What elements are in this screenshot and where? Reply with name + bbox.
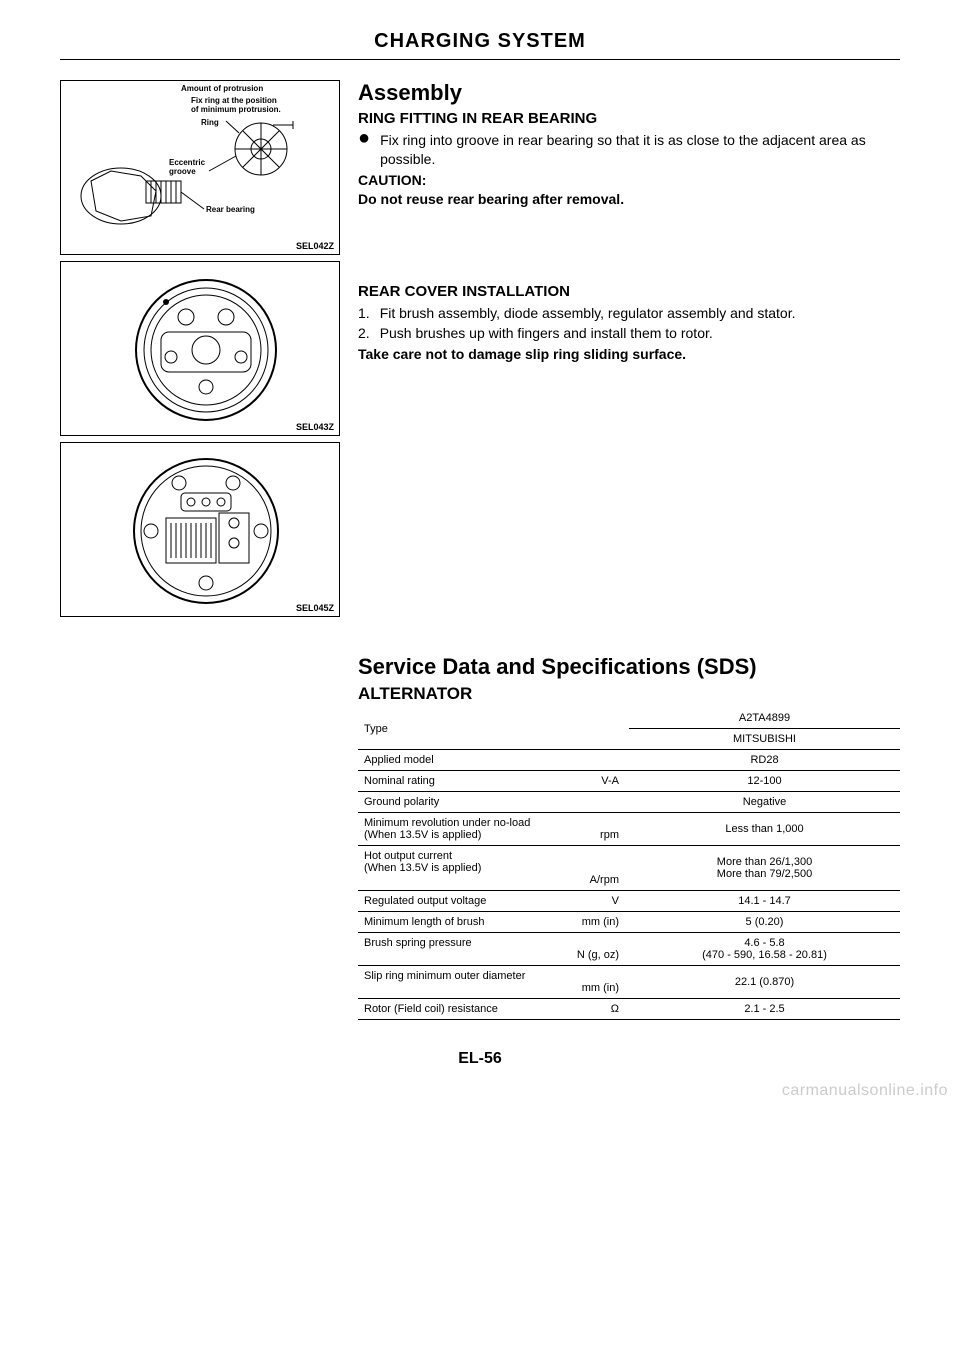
ring-fitting-heading: RING FITTING IN REAR BEARING (358, 110, 900, 127)
page-header: CHARGING SYSTEM (60, 30, 900, 53)
table-row: Slip ring minimum outer diametermm (in) … (358, 966, 900, 999)
figures-column: Amount of protrusion Fix ring at the pos… (60, 80, 340, 1020)
cell-type-label: Type (358, 708, 629, 750)
page-number: EL-56 (60, 1050, 900, 1068)
cell-type-val2: MITSUBISHI (629, 729, 900, 750)
fig3-id: SEL045Z (296, 603, 334, 613)
watermark: carmanualsonline.info (782, 1082, 948, 1100)
spec-table: Type A2TA4899 MITSUBISHI Applied model R… (358, 708, 900, 1020)
table-row: Type A2TA4899 (358, 708, 900, 729)
cell-nominal-val: 12-100 (629, 771, 900, 792)
fig2-svg (61, 262, 340, 436)
step-1-num: 1. (358, 304, 370, 323)
table-row: Minimum revolution under no-load (When 1… (358, 813, 900, 846)
caution-label: CAUTION: (358, 171, 900, 190)
cell-minrev-val: Less than 1,000 (629, 813, 900, 846)
cell-hot-val: More than 26/1,300 More than 79/2,500 (629, 846, 900, 891)
cell-rotor-val: 2.1 - 2.5 (629, 999, 900, 1020)
text-column: Assembly RING FITTING IN REAR BEARING ● … (358, 80, 900, 1020)
caution-text: Do not reuse rear bearing after removal. (358, 190, 900, 209)
table-row: Applied model RD28 (358, 750, 900, 771)
sds-title: Service Data and Specifications (SDS) (358, 654, 900, 680)
step-2-text: Push brushes up with fingers and install… (380, 324, 713, 343)
step-1: 1. Fit brush assembly, diode assembly, r… (358, 304, 900, 323)
step-2-num: 2. (358, 324, 370, 343)
cell-applied-val: RD28 (629, 750, 900, 771)
rear-cover-heading: REAR COVER INSTALLATION (358, 283, 900, 300)
cell-brushlen-label: Minimum length of brushmm (in) (358, 912, 629, 933)
figure-2: SEL043Z (60, 261, 340, 436)
cell-type-val1: A2TA4899 (629, 708, 900, 729)
figure-1: Amount of protrusion Fix ring at the pos… (60, 80, 340, 255)
fig2-id: SEL043Z (296, 422, 334, 432)
cell-slip-label: Slip ring minimum outer diametermm (in) (358, 966, 629, 999)
cell-regv-val: 14.1 - 14.7 (629, 891, 900, 912)
step-2: 2. Push brushes up with fingers and inst… (358, 324, 900, 343)
assembly-note: Take care not to damage slip ring slidin… (358, 345, 900, 364)
cell-nominal-label: Nominal ratingV-A (358, 771, 629, 792)
cell-rotor-label: Rotor (Field coil) resistanceΩ (358, 999, 629, 1020)
cell-spring-label: Brush spring pressureN (g, oz) (358, 933, 629, 966)
assembly-title: Assembly (358, 80, 900, 106)
cell-ground-label: Ground polarity (358, 792, 629, 813)
fig1-svg (61, 81, 340, 255)
step-1-text: Fit brush assembly, diode assembly, regu… (380, 304, 796, 323)
cell-slip-val: 22.1 (0.870) (629, 966, 900, 999)
cell-minrev-label: Minimum revolution under no-load (When 1… (358, 813, 629, 846)
table-row: Hot output current (When 13.5V is applie… (358, 846, 900, 891)
table-row: Nominal ratingV-A 12-100 (358, 771, 900, 792)
fig1-id: SEL042Z (296, 241, 334, 251)
header-rule (60, 59, 900, 60)
cell-hot-label: Hot output current (When 13.5V is applie… (358, 846, 629, 891)
sds-sub: ALTERNATOR (358, 684, 900, 704)
table-row: Minimum length of brushmm (in) 5 (0.20) (358, 912, 900, 933)
cell-spring-val: 4.6 - 5.8 (470 - 590, 16.58 - 20.81) (629, 933, 900, 966)
cell-regv-label: Regulated output voltageV (358, 891, 629, 912)
bullet-1: ● Fix ring into groove in rear bearing s… (358, 131, 900, 169)
table-row: Regulated output voltageV 14.1 - 14.7 (358, 891, 900, 912)
table-row: Brush spring pressureN (g, oz) 4.6 - 5.8… (358, 933, 900, 966)
figure-3: SEL045Z (60, 442, 340, 617)
cell-brushlen-val: 5 (0.20) (629, 912, 900, 933)
bullet-1-text: Fix ring into groove in rear bearing so … (380, 131, 900, 169)
cell-ground-val: Negative (629, 792, 900, 813)
table-row: Ground polarity Negative (358, 792, 900, 813)
bullet-dot: ● (358, 131, 370, 169)
table-row: Rotor (Field coil) resistanceΩ 2.1 - 2.5 (358, 999, 900, 1020)
fig3-svg (61, 443, 340, 617)
cell-applied-label: Applied model (358, 750, 629, 771)
